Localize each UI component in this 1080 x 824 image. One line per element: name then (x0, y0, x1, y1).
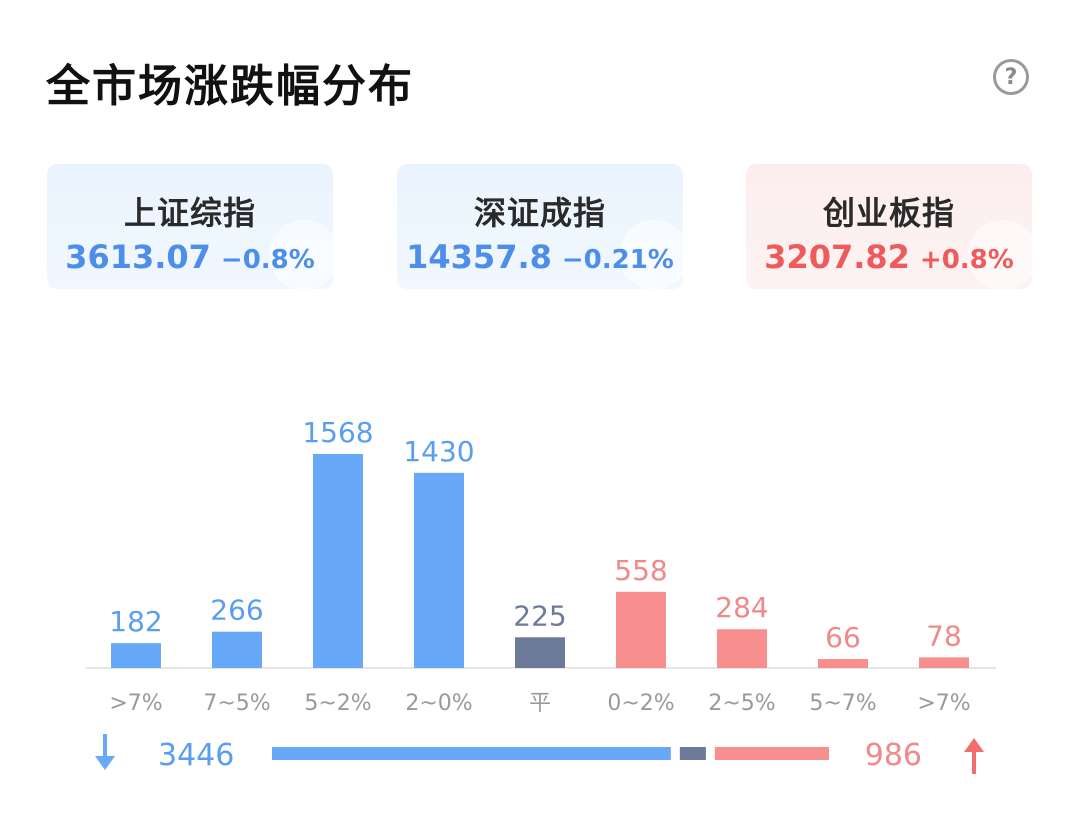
bar-value-label: 1430 (403, 435, 474, 468)
card-decoration (269, 220, 333, 289)
category-label: >7% (917, 691, 970, 716)
index-name: 深证成指 (473, 194, 606, 232)
bar-value-label: 558 (614, 554, 667, 587)
down-total: 3446 (158, 738, 234, 773)
index-value-row: 3613.07 −0.8% (47, 238, 333, 276)
card-decoration (619, 220, 683, 289)
index-change: −0.21% (561, 245, 674, 275)
bar (818, 658, 868, 668)
bar-value-label: 66 (825, 621, 861, 654)
help-icon[interactable]: ? (993, 59, 1029, 95)
category-label: 5~7% (809, 691, 876, 716)
down-proportion-bar (272, 747, 671, 760)
bar (515, 637, 565, 668)
bar (616, 591, 666, 668)
index-name: 创业板指 (822, 194, 955, 232)
index-card-shanghai[interactable]: 上证综指 3613.07 −0.8% (47, 164, 333, 289)
index-name: 上证综指 (123, 194, 256, 232)
bar (212, 631, 262, 668)
category-label: 2~0% (405, 691, 472, 716)
bar-value-label: 225 (513, 599, 566, 632)
category-label: 平 (529, 691, 551, 716)
bar-value-label: 182 (109, 605, 162, 638)
bar (919, 657, 969, 668)
index-value: 14357.8 (406, 238, 552, 276)
index-card-chinext[interactable]: 创业板指 3207.82 +0.8% (746, 164, 1032, 289)
category-label: 0~2% (607, 691, 674, 716)
index-change: +0.8% (919, 245, 1014, 275)
bar-value-label: 1568 (302, 416, 373, 449)
bar (717, 629, 767, 668)
flat-proportion-bar (679, 747, 706, 760)
bar-value-label: 284 (715, 591, 768, 624)
index-value: 3613.07 (65, 238, 211, 276)
up-proportion-bar (714, 747, 829, 760)
up-total: 986 (865, 738, 922, 773)
bar (313, 454, 363, 668)
down-arrow-head-icon (95, 756, 115, 770)
bar-value-label: 78 (926, 619, 962, 652)
index-value-row: 3207.82 +0.8% (746, 238, 1032, 276)
up-arrow-head-icon (964, 738, 984, 752)
category-label: 2~5% (708, 691, 775, 716)
bar (111, 643, 161, 668)
page-title: 全市场涨跌幅分布 (46, 61, 414, 112)
distribution-chart: 182 >7% 266 7~5% 1568 5~2% 1430 2~0% 225 平 558 0~2%… (86, 416, 996, 774)
bar (414, 472, 464, 668)
category-label: 5~2% (304, 691, 371, 716)
index-value-row: 14357.8 −0.21% (397, 238, 683, 276)
category-label: 7~5% (203, 691, 270, 716)
bar-value-label: 266 (210, 594, 263, 627)
index-value: 3207.82 (764, 238, 910, 276)
category-label: >7% (109, 691, 162, 716)
card-decoration (968, 220, 1032, 289)
index-card-shenzhen[interactable]: 深证成指 14357.8 −0.21% (397, 164, 683, 289)
index-change: −0.8% (220, 245, 315, 275)
